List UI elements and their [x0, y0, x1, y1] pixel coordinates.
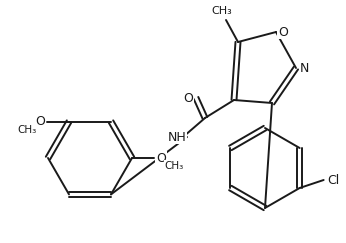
- Text: O: O: [183, 92, 193, 104]
- Text: NH: NH: [167, 130, 186, 144]
- Text: CH₃: CH₃: [212, 6, 233, 16]
- Text: CH₃: CH₃: [164, 161, 184, 171]
- Text: O: O: [156, 151, 166, 165]
- Text: Cl: Cl: [328, 174, 340, 186]
- Text: CH₃: CH₃: [17, 125, 37, 135]
- Text: O: O: [35, 115, 45, 128]
- Text: N: N: [299, 61, 309, 75]
- Text: O: O: [278, 26, 288, 38]
